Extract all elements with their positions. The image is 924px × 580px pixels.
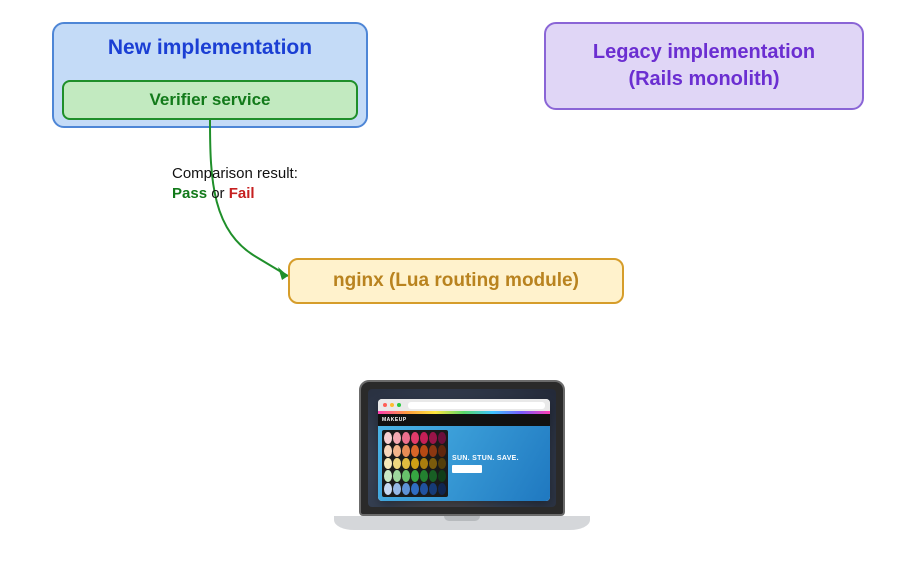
site-header: MAKEUP: [378, 414, 550, 426]
traffic-light-max-icon: [397, 403, 401, 407]
site-hero: SUN. STUN. SAVE.: [378, 426, 550, 501]
comparison-pass: Pass: [172, 185, 207, 202]
palette-product-icon: [382, 430, 448, 497]
browser-window: MAKEUP SUN. STUN. SAVE.: [378, 399, 550, 501]
hero-headline: SUN. STUN. SAVE.: [452, 455, 546, 462]
hero-rule: [452, 465, 482, 473]
comparison-or: or: [207, 185, 229, 202]
comparison-fail: Fail: [229, 185, 255, 202]
comparison-result-label: Comparison result: Pass or Fail: [172, 164, 298, 205]
site-logo: MAKEUP: [382, 417, 407, 423]
laptop-illustration: MAKEUP SUN. STUN. SAVE.: [334, 380, 590, 530]
laptop-notch: [444, 516, 480, 521]
hero-text: SUN. STUN. SAVE.: [452, 430, 546, 497]
comparison-line1: Comparison result:: [172, 164, 298, 184]
browser-chrome: [378, 399, 550, 411]
nginx-box: nginx (Lua routing module): [288, 258, 624, 304]
comparison-line2: Pass or Fail: [172, 184, 298, 204]
traffic-light-min-icon: [390, 403, 394, 407]
address-bar: [408, 402, 545, 409]
laptop-screen: MAKEUP SUN. STUN. SAVE.: [368, 389, 556, 507]
laptop-base: [334, 516, 590, 530]
nginx-label: nginx (Lua routing module): [333, 270, 579, 292]
traffic-light-close-icon: [383, 403, 387, 407]
laptop-body: MAKEUP SUN. STUN. SAVE.: [359, 380, 565, 516]
